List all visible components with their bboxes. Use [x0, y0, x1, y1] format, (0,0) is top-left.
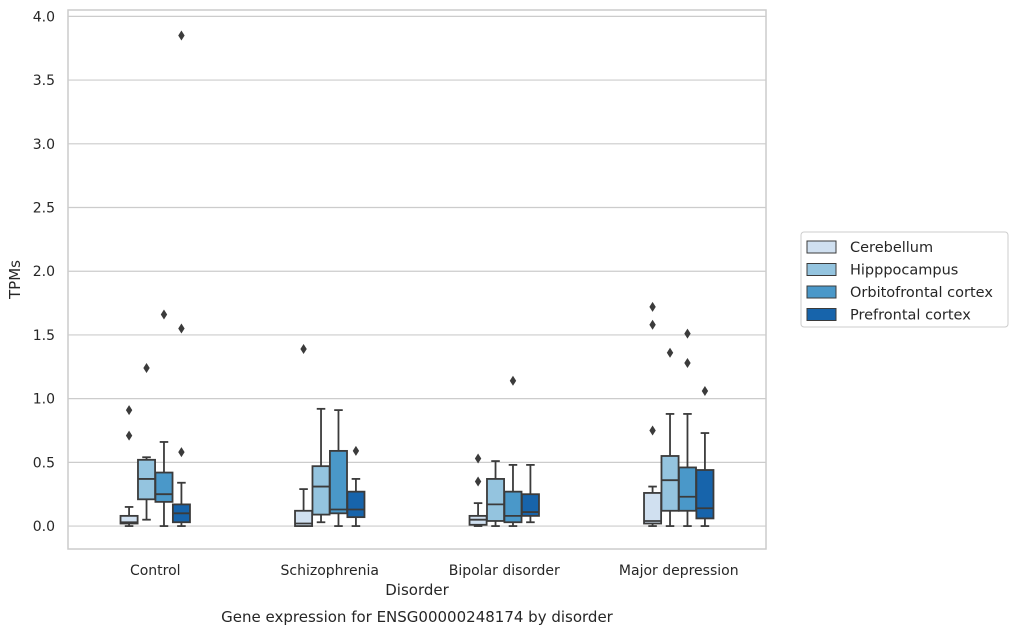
outlier-point: [352, 445, 360, 456]
chart-title: Gene expression for ENSG00000248174 by d…: [221, 608, 614, 626]
iqr-box: [520, 493, 540, 517]
iqr-box: [695, 469, 715, 520]
box-3-0: [643, 301, 663, 527]
y-tick-label: 4.0: [33, 9, 55, 25]
outlier-point: [509, 375, 517, 386]
y-axis-ticks: 0.0 0.5 1.0 1.5 2.0 2.5 3.0 3.5 4.0: [33, 9, 55, 535]
x-tick-label: Control: [130, 563, 181, 579]
box-1-1: [311, 407, 331, 524]
legend-swatch: [806, 240, 837, 254]
legend-swatch: [806, 285, 837, 299]
x-tick-label: Schizophrenia: [281, 563, 379, 579]
outlier-point: [160, 309, 168, 320]
outlier-point: [474, 476, 482, 487]
legend: Cerebellum Hipppocampus Orbitofrontal cort…: [800, 231, 1009, 328]
x-axis-label: Disorder: [385, 581, 449, 599]
legend-label: Hipppocampus: [850, 263, 958, 279]
outlier-point: [684, 328, 691, 339]
iqr-box: [503, 490, 523, 524]
legend-label: Orbitofrontal cortex: [850, 285, 993, 301]
iqr-box: [643, 492, 663, 525]
iqr-box: [311, 465, 331, 516]
box-0-3: [171, 30, 191, 527]
iqr-box: [329, 449, 348, 515]
box-2-0: [468, 453, 488, 527]
iqr-box: [294, 509, 314, 527]
box-3-2: [678, 328, 697, 527]
legend-label: Cerebellum: [850, 240, 933, 256]
y-tick-label: 1.5: [33, 328, 55, 344]
y-tick-label: 3.5: [33, 73, 55, 89]
legend-frame: [800, 231, 1009, 328]
y-tick-label: 0.0: [33, 519, 55, 535]
outlier-point: [125, 430, 133, 441]
legend-label: Prefrontal cortex: [850, 308, 971, 324]
legend-swatch: [806, 308, 837, 321]
box-1-3: [346, 445, 366, 527]
box-2-3: [520, 464, 540, 524]
y-axis-label: TPMs: [6, 260, 24, 300]
outlier-point: [178, 30, 185, 41]
box-1-0: [294, 343, 314, 527]
iqr-box: [154, 471, 174, 503]
iqr-box: [678, 466, 697, 512]
outlier-point: [474, 453, 482, 464]
legend-swatch: [806, 263, 837, 276]
gridlines: [68, 15, 766, 527]
outlier-point: [125, 405, 133, 416]
x-tick-label: Major depression: [619, 563, 739, 579]
box-0-1: [137, 363, 156, 521]
outlier-point: [701, 385, 709, 396]
x-tick-label: Bipolar disorder: [449, 563, 560, 579]
box-2-2: [503, 375, 523, 527]
iqr-box: [660, 455, 680, 512]
y-tick-label: 2.5: [33, 201, 55, 217]
outlier-point: [143, 363, 150, 374]
box-2-1: [486, 460, 505, 527]
iqr-box: [486, 478, 505, 522]
x-axis-ticks: Control Schizophrenia Bipolar disorder Majo…: [130, 563, 739, 579]
outlier-point: [684, 357, 691, 368]
box-0-2: [154, 309, 174, 527]
outlier-point: [178, 447, 185, 458]
box-1-2: [329, 409, 348, 527]
y-tick-label: 2.0: [33, 264, 55, 280]
boxes: [119, 30, 715, 527]
y-tick-label: 1.0: [33, 392, 55, 408]
iqr-box: [346, 490, 366, 519]
box-3-3: [695, 385, 715, 527]
outlier-point: [649, 319, 656, 330]
box-0-0: [119, 405, 139, 527]
iqr-box: [119, 514, 139, 525]
outlier-point: [178, 323, 185, 334]
box-3-1: [660, 347, 680, 527]
outlier-point: [666, 347, 674, 358]
y-tick-label: 0.5: [33, 455, 55, 471]
outlier-point: [649, 301, 656, 312]
outlier-point: [649, 425, 656, 436]
y-tick-label: 3.0: [33, 137, 55, 153]
outlier-point: [300, 343, 307, 354]
plot-frame: [67, 9, 767, 550]
